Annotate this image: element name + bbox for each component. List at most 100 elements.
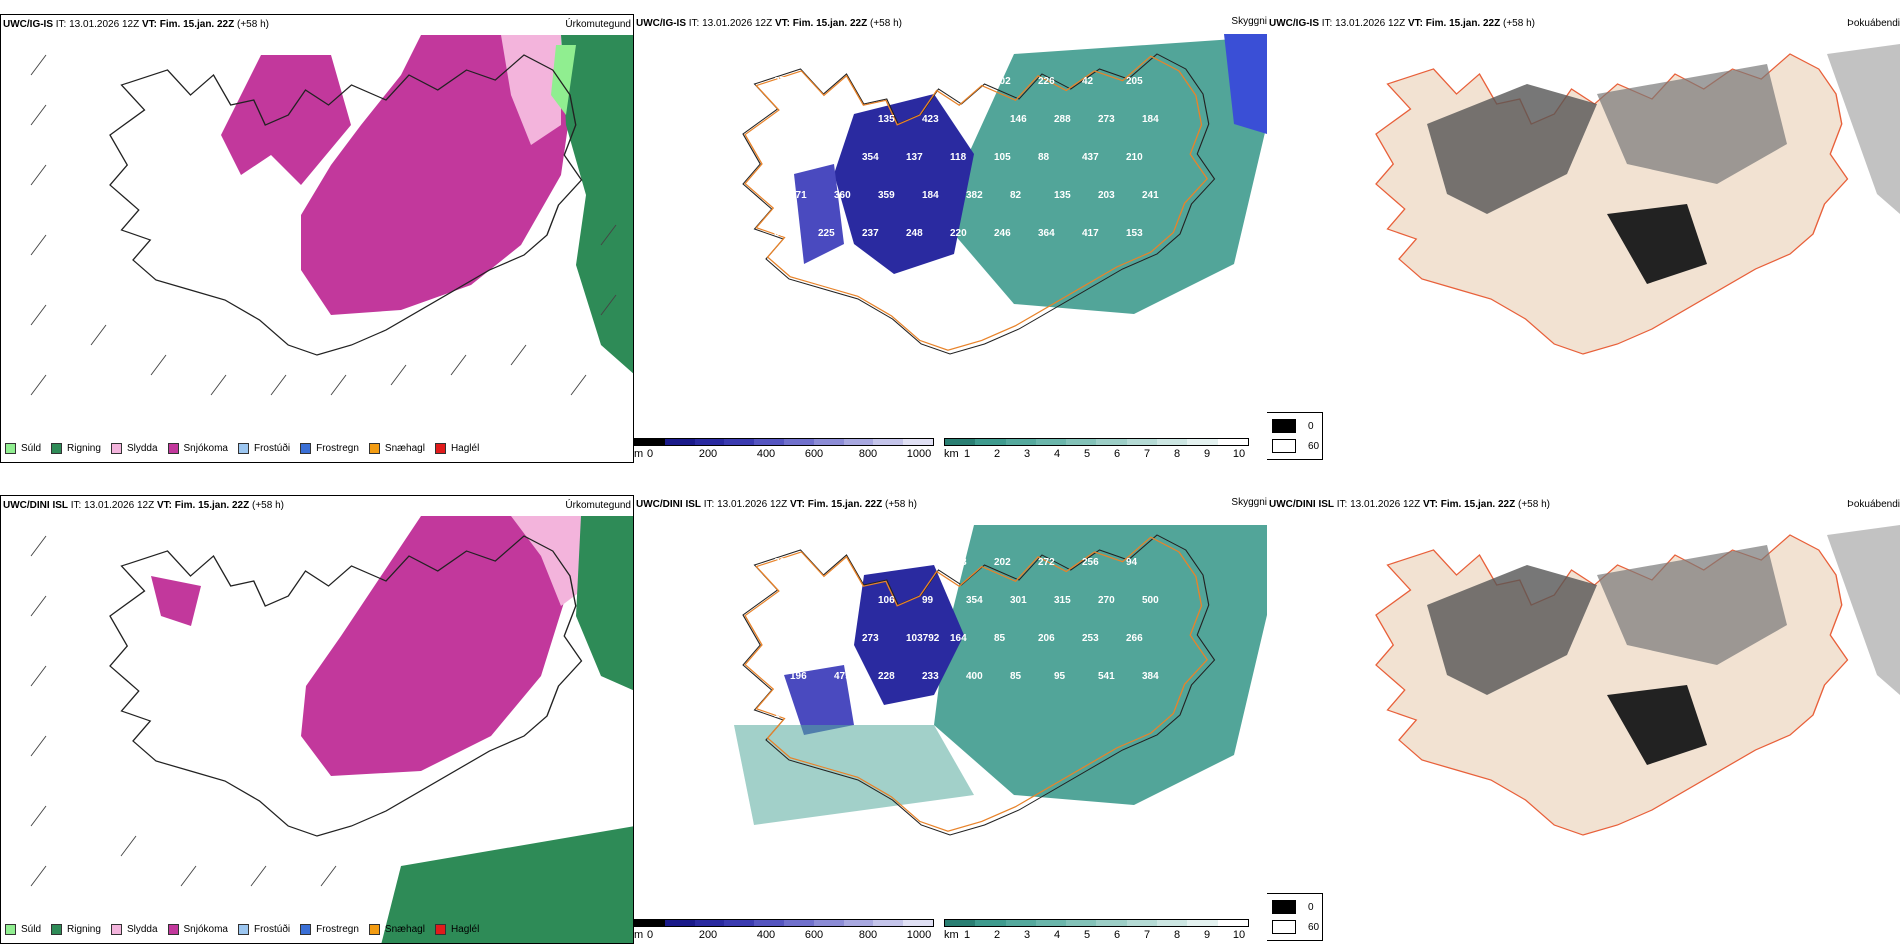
legend-item: Frostregn — [300, 923, 359, 935]
ceiling-tick: 400 — [756, 448, 776, 460]
visibility-label: 541 — [1098, 671, 1115, 682]
legend-item: Frostregn — [300, 442, 359, 454]
fog-dark-area — [1607, 685, 1707, 765]
vis-teal-area — [734, 725, 974, 825]
visibility-label: 184 — [922, 190, 939, 201]
visibility-label: 135 — [878, 114, 895, 125]
precip-type-map — [30, 516, 633, 943]
visibility-label: 698 — [774, 633, 791, 644]
visibility-label: 241 — [1142, 190, 1159, 201]
vis-unit: km — [944, 448, 959, 460]
ceiling-tick: 1000 — [906, 448, 932, 460]
visibility-labels: 363 254 278 423 643 202 272 256 94 470 197 106 99 354… — [774, 557, 1159, 720]
visibility-label: 237 — [862, 228, 879, 239]
visibility-label: 145 — [774, 709, 791, 720]
visibility-label: 354 — [966, 595, 983, 606]
visibility-label: 363 — [774, 557, 791, 568]
legend-item: Súld — [5, 442, 41, 454]
visibility-label: 278 — [862, 557, 879, 568]
visibility-label: 270 — [1098, 595, 1115, 606]
legend-item: Snæhagl — [368, 923, 425, 935]
vis-tick: 4 — [1053, 448, 1061, 460]
low-ceiling-area — [834, 94, 974, 274]
visibility-label: 118 — [950, 152, 967, 163]
panel-title: Þokuábendi — [1847, 18, 1900, 29]
visibility-label: 196 — [790, 671, 807, 682]
fog-dark-area — [1607, 204, 1707, 284]
ceiling-tick: 600 — [804, 929, 824, 941]
visibility-label: 151 — [818, 633, 835, 644]
precip-type-panel-ig: UWC/IG-IS IT: 13.01.2026 12Z VT: Fim. 15… — [0, 14, 634, 463]
ceiling-colorbar: m 0 200 400 600 800 1000 km 1 2 3 4 5 6 … — [634, 919, 1267, 944]
fog-dark-area — [1427, 565, 1597, 695]
vis-tick: 9 — [1203, 448, 1211, 460]
vis-teal-area — [934, 525, 1267, 805]
vis-tick: 8 — [1173, 929, 1181, 941]
visibility-label: 382 — [966, 190, 983, 201]
visibility-label: 171 — [790, 190, 807, 201]
ceiling-colorbar: m 0 200 400 600 800 1000 km 1 2 3 4 5 6 … — [634, 438, 1267, 463]
visibility-label: 360 — [834, 190, 851, 201]
visibility-label: 202 — [994, 76, 1011, 87]
ceiling-unit: m — [634, 929, 644, 941]
visibility-label: 660 — [818, 152, 835, 163]
fog-index-panel-dini: UWC/DINI ISL IT: 13.01.2026 12Z VT: Fim.… — [1267, 495, 1900, 944]
visibility-label: 400 — [966, 671, 983, 682]
vis-tick: 9 — [1203, 929, 1211, 941]
panel-header: UWC/IG-IS IT: 13.01.2026 12Z VT: Fim. 15… — [636, 16, 1267, 29]
vis-tick: 10 — [1232, 929, 1246, 941]
visibility-label: 184 — [1142, 114, 1159, 125]
visibility-label: 417 — [1082, 228, 1099, 239]
legend-item: Súld — [5, 923, 41, 935]
ceiling-tick: 400 — [756, 929, 776, 941]
ceiling-tick: 800 — [858, 448, 878, 460]
rain-area — [561, 35, 633, 374]
visibility-label: 65 — [774, 228, 786, 239]
rain-area — [576, 516, 633, 691]
visibility-label: 210 — [1126, 152, 1143, 163]
visibility-label: 479 — [834, 671, 851, 682]
legend-item: Slydda — [110, 442, 158, 454]
visibility-label: 42 — [1082, 76, 1094, 87]
vis-tick: 2 — [993, 929, 1001, 941]
visibility-labels: 275 305 142 307 139 202 226 42 205 516 94 135 423 177… — [774, 76, 1159, 239]
legend-item: Snjókoma — [167, 442, 228, 454]
ceiling-tick: 200 — [698, 448, 718, 460]
wind-barbs — [30, 54, 617, 396]
low-ceiling-area — [794, 164, 844, 264]
ceiling-tick: 0 — [646, 929, 654, 941]
visibility-label: 162 — [774, 152, 791, 163]
ceiling-tick: 1000 — [906, 929, 932, 941]
visibility-label: 275 — [774, 76, 791, 87]
visibility-label: 206 — [1038, 633, 1055, 644]
visibility-label: 88 — [1038, 152, 1050, 163]
visibility-label: 256 — [1082, 557, 1099, 568]
visibility-label: 254 — [818, 557, 835, 568]
visibility-label: 301 — [1010, 595, 1027, 606]
visibility-map: 275 305 142 307 139 202 226 42 205 516 94 135 423 177… — [742, 34, 1267, 355]
visibility-label: 273 — [1098, 114, 1115, 125]
rain-area-south — [381, 826, 633, 943]
snow-area — [301, 516, 566, 776]
visibility-label: 177 — [966, 114, 983, 125]
visibility-label: 246 — [994, 228, 1011, 239]
visibility-label: 364 — [1038, 228, 1055, 239]
visibility-label: 288 — [1054, 114, 1071, 125]
wind-barbs — [30, 535, 337, 887]
vis-tick: 4 — [1053, 929, 1061, 941]
vis-tick: 5 — [1083, 929, 1091, 941]
legend-item: Haglél — [434, 442, 479, 454]
visibility-panel-ig: UWC/IG-IS IT: 13.01.2026 12Z VT: Fim. 15… — [634, 14, 1267, 463]
fog-dark-area — [1597, 64, 1787, 184]
visibility-label: 423 — [922, 114, 939, 125]
visibility-label: 94 — [1126, 557, 1138, 568]
visibility-label: 205 — [1126, 76, 1143, 87]
panel-title: Skyggni — [1231, 16, 1267, 27]
visibility-label: 248 — [906, 228, 923, 239]
visibility-map: 363 254 278 423 643 202 272 256 94 470 197 106 99 354… — [734, 525, 1267, 836]
visibility-label: 315 — [1054, 595, 1071, 606]
panel-title: Skyggni — [1231, 497, 1267, 508]
vis-tick: 3 — [1023, 448, 1031, 460]
visibility-label: 153 — [1126, 228, 1143, 239]
visibility-label: 99 — [922, 595, 934, 606]
